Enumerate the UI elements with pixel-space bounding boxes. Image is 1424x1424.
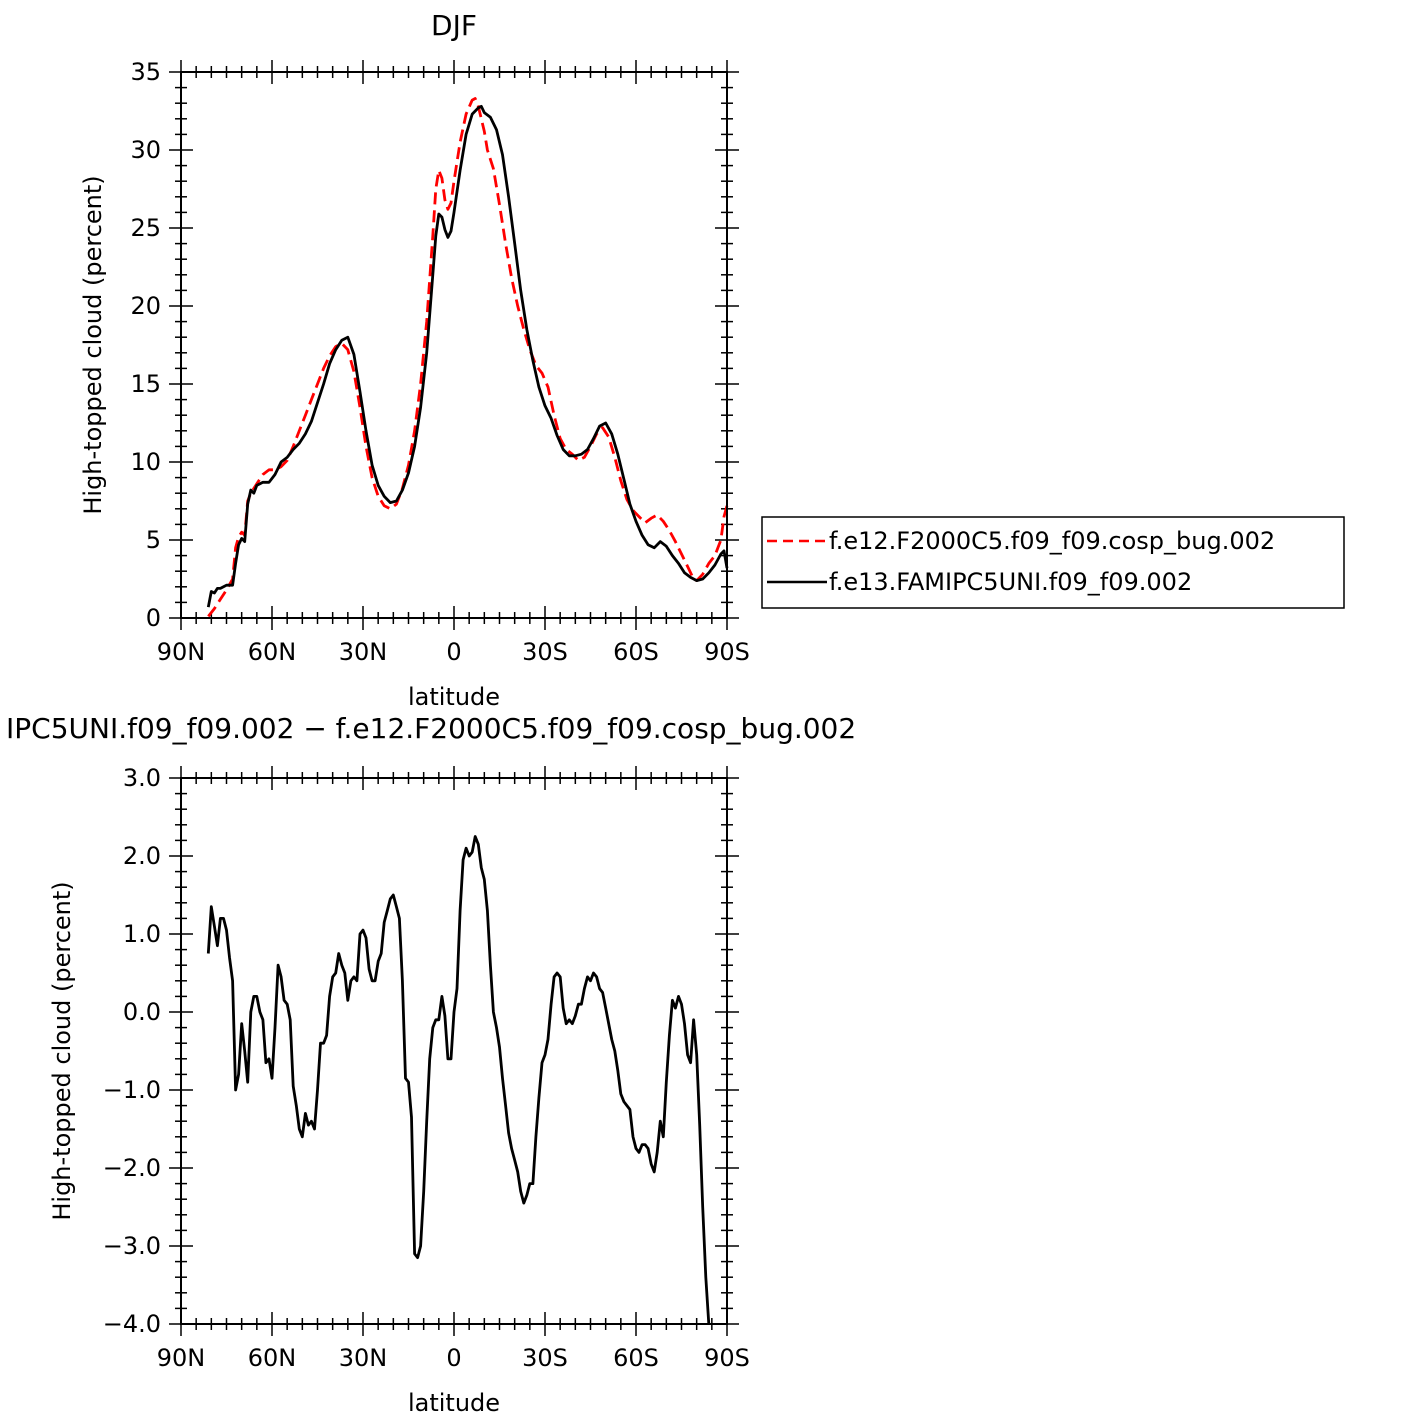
top-chart-series bbox=[206, 97, 729, 618]
bottom-chart-series bbox=[206, 835, 711, 1325]
top-chart-frame bbox=[180, 71, 728, 619]
y-tick-label: 20 bbox=[130, 292, 161, 320]
legend-box bbox=[761, 516, 1345, 609]
x-tick-label: 30S bbox=[522, 1344, 568, 1372]
legend-label-series-2: f.e13.FAMIPC5UNI.f09_f09.002 bbox=[829, 568, 1192, 596]
series-line-1 bbox=[207, 97, 729, 618]
x-tick-label: 0 bbox=[446, 638, 461, 666]
y-tick-label: 0.0 bbox=[123, 998, 161, 1026]
top-chart: DJF 90N 60N 30N 0 30S 60S 90S 0 5 10 15 20 25 30 35 la… bbox=[79, 9, 1345, 711]
x-tick-label: 60S bbox=[613, 1344, 659, 1372]
top-chart-axes: 90N 60N 30N 0 30S 60S 90S 0 5 10 15 20 25 30 35 bbox=[130, 58, 749, 666]
x-tick-label: 60N bbox=[248, 1344, 297, 1372]
y-tick-label: −3.0 bbox=[103, 1232, 161, 1260]
y-tick-label: −1.0 bbox=[103, 1076, 161, 1104]
x-tick-label: 90S bbox=[704, 638, 750, 666]
bottom-chart-frame bbox=[180, 777, 728, 1325]
y-tick-label: 25 bbox=[130, 214, 161, 242]
bottom-chart-ylabel: High-topped cloud (percent) bbox=[48, 881, 76, 1220]
bottom-chart: IPC5UNI.f09_f09.002 − f.e12.F2000C5.f09_… bbox=[6, 712, 856, 1417]
series-line-1 bbox=[206, 835, 711, 1325]
x-tick-label: 0 bbox=[446, 1344, 461, 1372]
x-tick-label: 60N bbox=[248, 638, 297, 666]
x-tick-label: 30S bbox=[522, 638, 568, 666]
y-tick-label: 0 bbox=[146, 604, 161, 632]
x-tick-label: 60S bbox=[613, 638, 659, 666]
x-tick-label: 90S bbox=[704, 1344, 750, 1372]
x-tick-label: 30N bbox=[339, 1344, 388, 1372]
y-tick-label: 30 bbox=[130, 136, 161, 164]
x-tick-label: 30N bbox=[339, 638, 388, 666]
x-tick-label: 90N bbox=[157, 1344, 206, 1372]
y-tick-label: 5 bbox=[146, 526, 161, 554]
bottom-chart-axes: 90N 60N 30N 0 30S 60S 90S −4.0 −3.0 −2.0 −1.0 0.0 1.… bbox=[103, 764, 750, 1372]
legend: f.e12.F2000C5.f09_f09.cosp_bug.002 f.e13… bbox=[761, 516, 1345, 609]
top-chart-xlabel: latitude bbox=[408, 683, 500, 711]
bottom-chart-xlabel: latitude bbox=[408, 1389, 500, 1417]
y-tick-label: 1.0 bbox=[123, 920, 161, 948]
series-line-2 bbox=[206, 104, 729, 608]
bottom-chart-title: IPC5UNI.f09_f09.002 − f.e12.F2000C5.f09_… bbox=[6, 712, 856, 745]
y-tick-label: 3.0 bbox=[123, 764, 161, 792]
y-tick-label: −4.0 bbox=[103, 1310, 161, 1338]
y-tick-label: 2.0 bbox=[123, 842, 161, 870]
top-chart-ylabel: High-topped cloud (percent) bbox=[79, 175, 107, 514]
legend-label-series-1: f.e12.F2000C5.f09_f09.cosp_bug.002 bbox=[829, 527, 1275, 555]
y-tick-label: 35 bbox=[130, 58, 161, 86]
y-tick-label: 10 bbox=[130, 448, 161, 476]
x-tick-label: 90N bbox=[157, 638, 206, 666]
y-tick-label: 15 bbox=[130, 370, 161, 398]
y-tick-label: −2.0 bbox=[103, 1154, 161, 1182]
top-chart-title: DJF bbox=[431, 9, 477, 42]
